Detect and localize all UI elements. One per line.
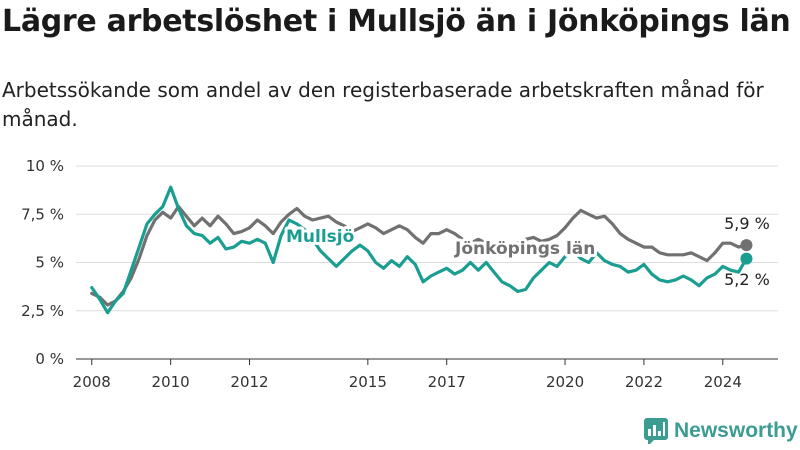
x-tick-label: 2015 <box>349 373 387 391</box>
brand-logo[interactable]: Newsworthy <box>644 418 798 444</box>
series-line-jonkopings-lan <box>90 204 748 307</box>
x-tick-label: 2020 <box>546 373 584 391</box>
series-label-jonkopings-lan-halo: Jönköpings län <box>454 239 595 259</box>
end-point-jonkopings-lan <box>740 239 753 252</box>
series-label-mullsjo-halo: Mullsjö <box>286 227 354 247</box>
y-tick-label: 10 % <box>26 157 64 175</box>
series-label-jonkopings-lan: Jönköpings län <box>454 239 595 259</box>
end-value-label-jonkopings-lan: 5,9 % <box>724 214 770 233</box>
chart-subtitle: Arbetssökande som andel av den registerb… <box>2 78 764 131</box>
end-value-label-mullsjo: 5,2 % <box>724 270 770 289</box>
x-tick-label: 2010 <box>152 373 190 391</box>
y-tick-label: 5 % <box>35 254 64 272</box>
bar-chart-icon <box>644 418 668 444</box>
chart-title: Lägre arbetslöshet i Mullsjö än i Jönköp… <box>2 4 791 39</box>
x-tick-label: 2008 <box>73 373 111 391</box>
x-tick-label: 2012 <box>230 373 268 391</box>
brand-name: Newsworthy <box>674 419 798 442</box>
x-tick-label: 2024 <box>704 373 742 391</box>
y-tick-label: 7,5 % <box>21 205 64 223</box>
x-tick-label: 2017 <box>428 373 466 391</box>
series-label-mullsjo: Mullsjö <box>286 227 354 247</box>
x-tick-label: 2022 <box>625 373 663 391</box>
y-tick-label: 2,5 % <box>21 302 64 320</box>
series-line-mullsjo <box>90 185 748 315</box>
end-point-mullsjo <box>740 252 753 265</box>
y-tick-label: 0 % <box>35 350 64 368</box>
